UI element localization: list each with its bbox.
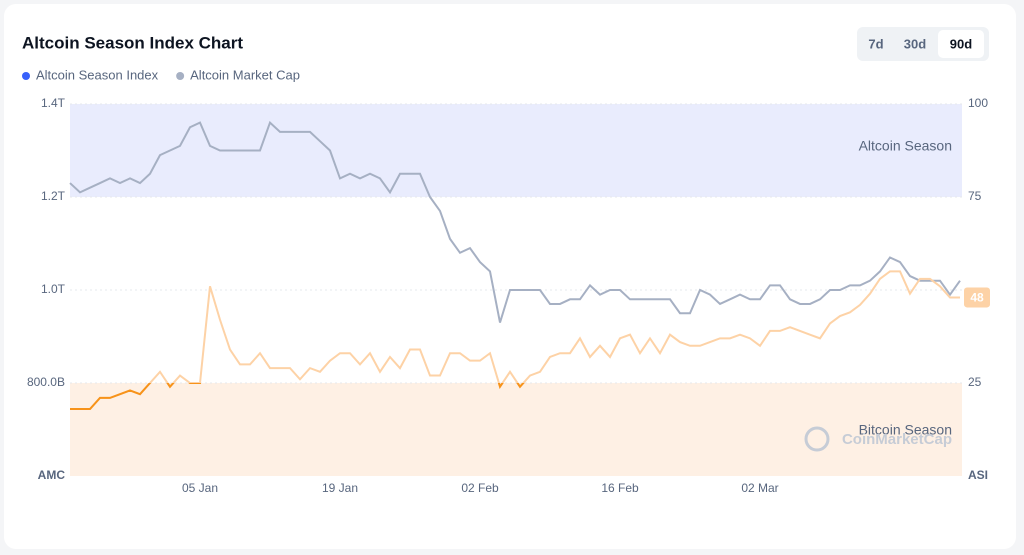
x-tick-label: 05 Jan: [182, 481, 218, 495]
x-tick-label: 19 Jan: [322, 481, 358, 495]
range-button-active: [938, 30, 984, 58]
y-tick-label: 1.4T: [41, 96, 66, 110]
season-band: [70, 104, 962, 197]
range-button[interactable]: 7d: [868, 36, 883, 51]
y2-tick-label: 100: [968, 96, 988, 110]
legend-marker: [22, 72, 30, 80]
legend-marker: [176, 72, 185, 80]
legend-label: Altcoin Market Cap: [190, 67, 300, 82]
y-tick-label: 1.2T: [41, 189, 66, 203]
y-axis-label: AMC: [38, 468, 66, 482]
value-badge-label: 48: [970, 291, 984, 305]
chart-title: Altcoin Season Index Chart: [22, 33, 243, 52]
range-button[interactable]: 90d: [950, 36, 972, 51]
watermark: CoinMarketCap: [842, 431, 952, 448]
legend-label: Altcoin Season Index: [36, 67, 159, 82]
y2-tick-label: 75: [968, 189, 982, 203]
y-tick-label: 800.0B: [27, 375, 65, 389]
watermark-logo: [804, 426, 830, 452]
season-band: [70, 383, 962, 476]
index-line: [70, 270, 960, 411]
x-tick-label: 16 Feb: [601, 481, 639, 495]
range-button[interactable]: 30d: [904, 36, 926, 51]
band-label: Bitcoin Season: [859, 422, 952, 438]
x-tick-label: 02 Feb: [461, 481, 499, 495]
y2-tick-label: 25: [968, 375, 982, 389]
band-label: Altcoin Season: [859, 138, 952, 154]
market-cap-line: [69, 120, 961, 323]
y2-axis-label: ASI: [968, 468, 988, 482]
y-tick-label: 1.0T: [41, 282, 66, 296]
x-tick-label: 02 Mar: [741, 481, 778, 495]
value-badge: [964, 287, 990, 308]
